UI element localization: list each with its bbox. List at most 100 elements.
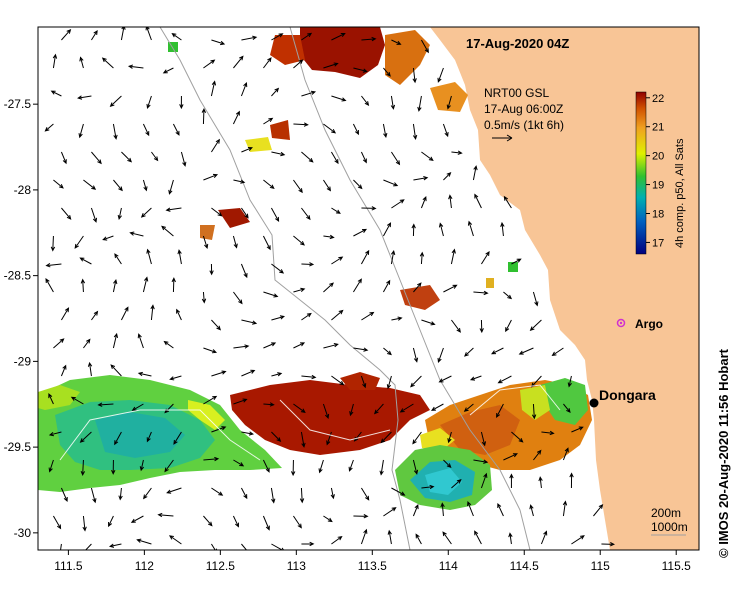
current-vector-arrow xyxy=(165,207,182,212)
legend-source: NRT00 GSL xyxy=(484,86,549,100)
colorbar-tick-label: 18 xyxy=(652,209,664,221)
current-vector-arrow xyxy=(171,277,176,293)
colorbar-tick-label: 22 xyxy=(652,93,664,105)
current-vector-arrow xyxy=(387,529,392,545)
current-vector-arrow xyxy=(360,249,370,265)
current-vector-arrow xyxy=(210,80,217,97)
current-vector-arrow xyxy=(241,319,258,325)
current-vector-arrow xyxy=(601,542,615,547)
current-vector-arrow xyxy=(48,459,54,473)
current-vector-arrow xyxy=(117,207,122,221)
current-vector-arrow xyxy=(142,276,149,293)
current-vector-arrow xyxy=(151,151,159,162)
argo-icon xyxy=(616,318,626,328)
current-vector-arrow xyxy=(203,395,218,405)
current-vector-arrow xyxy=(171,33,182,41)
current-vector-arrow xyxy=(481,250,490,265)
current-vector-arrow xyxy=(290,459,296,477)
current-vector-arrow xyxy=(497,375,512,384)
current-vector-arrow xyxy=(473,290,489,296)
current-vector-arrow xyxy=(467,220,474,237)
current-vector-arrow xyxy=(529,319,542,332)
current-vector-arrow xyxy=(503,195,512,209)
x-tick-label: 114.5 xyxy=(510,559,539,573)
current-vector-arrow xyxy=(538,476,543,489)
current-vector-arrow xyxy=(203,347,218,354)
current-vector-arrow xyxy=(503,453,518,461)
current-vector-arrow xyxy=(293,403,306,413)
current-vector-arrow xyxy=(412,459,419,475)
current-vector-arrow xyxy=(97,402,114,407)
current-vector-arrow xyxy=(79,257,92,265)
current-vector-arrow xyxy=(571,426,584,433)
current-vector-arrow xyxy=(562,500,568,517)
current-vector-arrow xyxy=(373,403,384,415)
current-vector-arrow xyxy=(233,398,248,405)
current-vector-arrow xyxy=(87,361,93,377)
current-vector-arrow xyxy=(82,515,87,532)
current-vector-arrow xyxy=(180,151,187,167)
current-vector-arrow xyxy=(413,176,429,181)
current-vector-arrow xyxy=(383,507,397,517)
current-vector-arrow xyxy=(293,342,306,349)
current-vector-arrow xyxy=(479,319,484,334)
current-vector-arrow xyxy=(469,375,482,381)
current-vector-arrow xyxy=(50,90,62,97)
current-vector-arrow xyxy=(551,347,564,357)
current-vector-arrow xyxy=(411,223,416,237)
current-vector-arrow xyxy=(52,53,58,69)
current-vector-arrow xyxy=(293,122,309,127)
y-tick-label: -27.5 xyxy=(4,97,32,111)
current-vector-arrow xyxy=(391,39,402,45)
current-vector-arrow xyxy=(420,39,429,54)
current-vector-arrow xyxy=(301,207,311,221)
current-vector-arrow xyxy=(166,487,182,494)
current-vector-arrow xyxy=(399,403,414,413)
current-vector-arrow xyxy=(102,235,114,241)
current-vector-arrow xyxy=(211,487,224,496)
current-vector-arrow xyxy=(48,431,62,437)
current-vector-arrow xyxy=(211,426,227,433)
y-tick-label: -29.5 xyxy=(4,440,32,454)
current-vector-arrow xyxy=(233,291,243,305)
current-vector-arrow xyxy=(164,459,174,473)
current-vector-arrow xyxy=(301,151,314,163)
current-vector-arrow xyxy=(446,95,452,110)
current-vector-arrow xyxy=(382,123,388,139)
current-vector-arrow xyxy=(111,459,116,475)
current-vector-arrow xyxy=(531,403,537,420)
current-vector-arrow xyxy=(352,123,359,136)
current-vector-arrow xyxy=(569,472,574,489)
current-vector-arrow xyxy=(301,312,312,321)
current-vector-arrow xyxy=(120,27,126,41)
current-vector-arrow xyxy=(437,347,444,363)
colorbar-tick-label: 21 xyxy=(652,122,664,134)
current-vector-arrow xyxy=(211,370,227,377)
current-vector-arrow xyxy=(143,487,152,500)
current-vector-arrow xyxy=(331,535,343,545)
current-vector-arrow xyxy=(263,179,275,190)
current-vector-arrow xyxy=(142,123,150,137)
current-vector-arrow xyxy=(262,235,271,251)
colorbar-tick-label: 17 xyxy=(652,237,664,249)
current-vector-arrow xyxy=(443,459,452,468)
current-vector-arrow xyxy=(529,504,534,517)
current-vector-arrow xyxy=(146,95,152,109)
current-vector-arrow xyxy=(417,95,422,112)
current-vector-arrow xyxy=(331,33,346,41)
current-vector-arrow xyxy=(532,291,539,307)
current-vector-arrow xyxy=(541,430,555,436)
current-vector-arrow xyxy=(467,501,474,517)
land-mass xyxy=(430,27,699,550)
current-vector-arrow xyxy=(391,316,403,321)
current-vector-arrow xyxy=(443,172,452,181)
current-vector-arrow xyxy=(299,487,305,504)
current-vector-arrow xyxy=(421,484,435,490)
current-vector-arrow xyxy=(412,431,422,445)
current-vector-arrow xyxy=(386,375,392,390)
current-vector-arrow xyxy=(211,319,222,331)
current-vector-arrow xyxy=(241,35,258,41)
current-vector-arrow xyxy=(413,282,422,293)
bathymetry-contours xyxy=(159,27,531,550)
current-vector-arrow xyxy=(293,515,302,529)
